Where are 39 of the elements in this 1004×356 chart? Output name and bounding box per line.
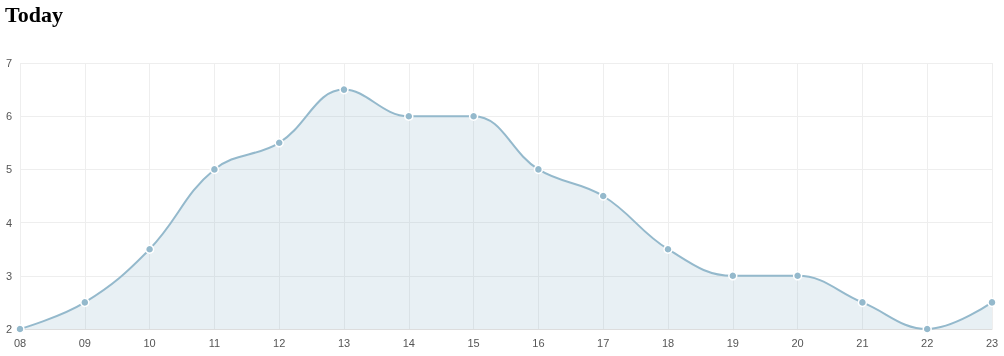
x-tick-label: 12 (273, 336, 286, 349)
point (533, 164, 544, 175)
y-tick-label: 3 (5, 269, 12, 282)
point (209, 164, 220, 175)
point (274, 138, 284, 148)
x-tick-label: 22 (921, 336, 934, 349)
x-tick-label: 13 (337, 336, 351, 349)
point (339, 84, 349, 95)
x-tick-label: 09 (78, 336, 91, 349)
point (792, 271, 803, 281)
x-tick-label: 21 (856, 336, 869, 349)
point (663, 244, 673, 254)
point (598, 191, 608, 201)
x-tick-label: 14 (402, 336, 415, 349)
x-tick-label: 20 (791, 336, 804, 349)
point (468, 111, 479, 121)
x-tick-label: 17 (597, 336, 610, 349)
y-tick-label: 7 (5, 57, 12, 69)
point (922, 324, 932, 334)
point (728, 271, 738, 281)
x-tick-label: 19 (726, 336, 739, 349)
point (144, 244, 155, 254)
point (80, 297, 90, 308)
point (987, 297, 997, 308)
y-tick-label: 6 (5, 110, 12, 123)
x-tick-label: 16 (532, 336, 545, 349)
y-tick-label: 2 (5, 323, 12, 335)
point (857, 297, 868, 308)
x-tick-label: 15 (467, 336, 480, 349)
y-tick-label: 5 (5, 163, 12, 176)
chart-title: Today (5, 2, 63, 28)
point (404, 111, 414, 121)
y-tick-label: 4 (5, 216, 12, 229)
point (15, 324, 25, 334)
x-tick-label: 18 (661, 336, 675, 349)
x-tick-label: 10 (143, 336, 156, 349)
x-tick-label: 11 (208, 336, 221, 349)
x-tick-label: 08 (13, 336, 27, 349)
x-tick-label: 23 (985, 336, 999, 349)
